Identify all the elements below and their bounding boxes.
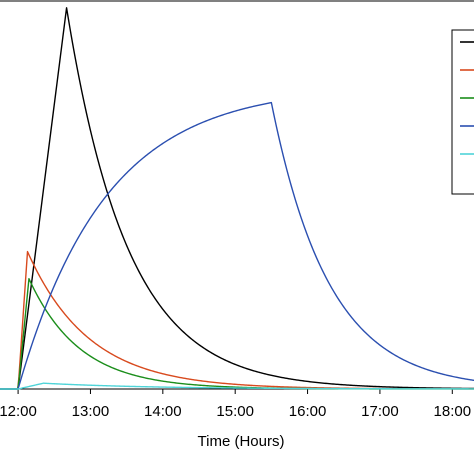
legend <box>451 29 474 195</box>
series-line-5 <box>0 382 474 390</box>
x-ticks: 12:00 13:00 14:00 15:00 16:00 17:00 18:00 <box>0 389 471 420</box>
x-tick-label: 14:00 <box>144 403 182 420</box>
x-tick-label: 16:00 <box>289 403 327 420</box>
series-line-3 <box>0 278 474 390</box>
x-tick-label: 15:00 <box>216 403 254 420</box>
legend-box <box>451 29 474 195</box>
x-tick-label: 18:00 <box>434 403 472 420</box>
x-tick-label: 17:00 <box>361 403 399 420</box>
x-tick-label: 12:00 <box>0 403 37 420</box>
series-group <box>0 7 474 390</box>
x-axis-title: Time (Hours) <box>198 433 285 450</box>
series-line-4 <box>0 101 474 390</box>
x-tick-label: 13:00 <box>72 403 110 420</box>
series-line-1 <box>0 7 474 390</box>
series-line-2 <box>0 250 474 390</box>
